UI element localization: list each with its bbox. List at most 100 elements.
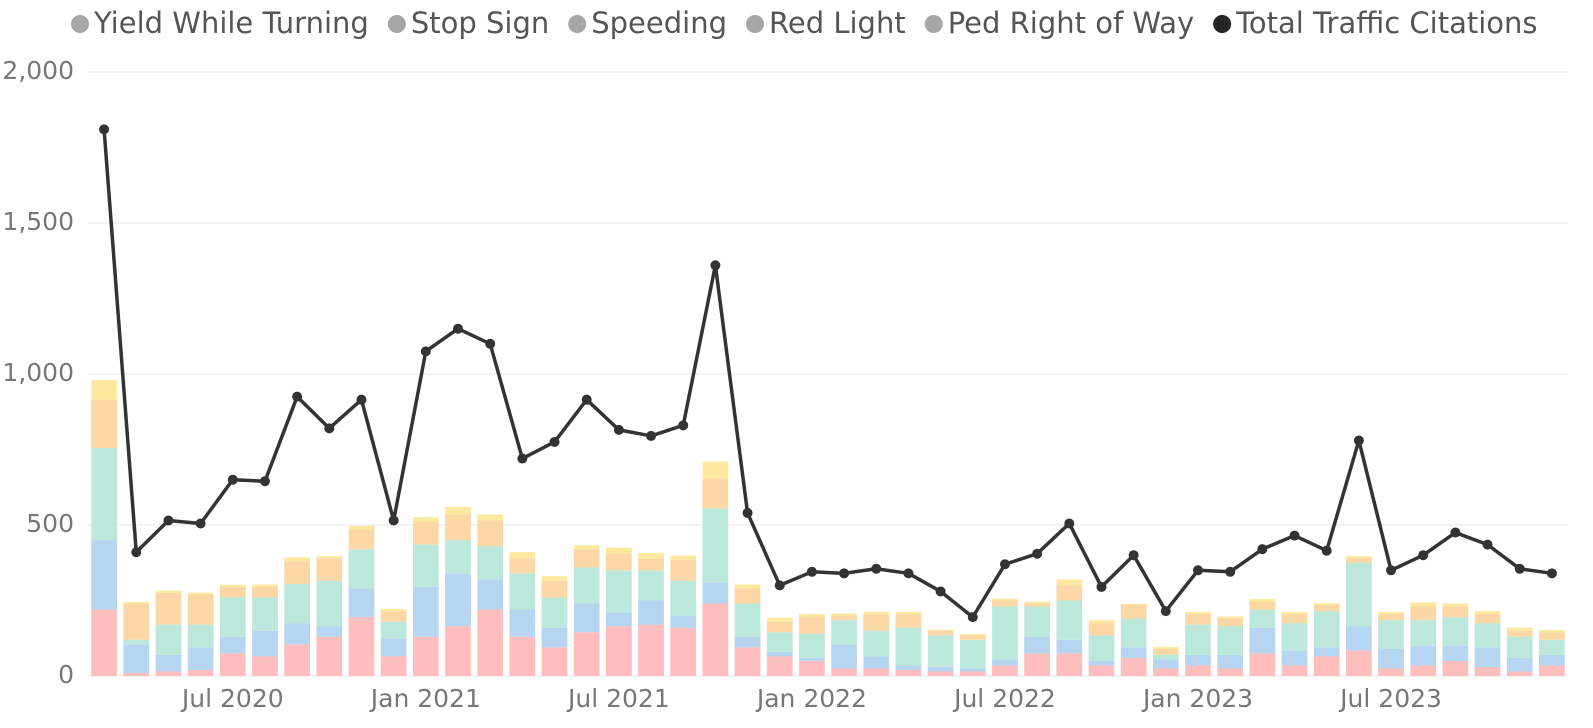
bar: [252, 630, 278, 657]
bar: [477, 514, 504, 521]
point: [806, 566, 817, 577]
bar: [992, 606, 1018, 660]
bar: [155, 654, 182, 672]
bar: [1474, 611, 1501, 615]
legend-marker: [1213, 15, 1232, 33]
bar: [831, 613, 857, 616]
bar: [1539, 665, 1565, 676]
bar: [1378, 614, 1404, 621]
bar: [380, 638, 407, 657]
bar: [1281, 623, 1308, 651]
bar: [959, 668, 986, 672]
bar: [766, 617, 793, 622]
x-tick-label: Jul 2020: [180, 684, 284, 713]
bar: [155, 624, 182, 655]
bar: [895, 611, 922, 615]
bar: [1410, 602, 1437, 607]
bar: [123, 603, 150, 640]
bar: [1313, 611, 1340, 648]
bar: [1024, 636, 1050, 654]
bar: [284, 561, 310, 584]
point: [227, 474, 238, 485]
bar: [702, 478, 729, 509]
bar: [1346, 558, 1372, 563]
bar: [831, 668, 857, 676]
point: [1386, 565, 1397, 576]
x-tick-label: Jul 2023: [1338, 684, 1442, 713]
bar-series: [91, 399, 1565, 655]
point: [613, 424, 624, 435]
bar: [1056, 639, 1083, 654]
legend-marker: [71, 15, 89, 33]
bar: [863, 630, 890, 657]
bar: [1506, 636, 1533, 658]
bar: [509, 552, 536, 559]
bar: [1539, 654, 1565, 666]
point: [1225, 566, 1236, 577]
bar: [316, 558, 343, 581]
point: [1514, 563, 1525, 574]
bar: [541, 576, 568, 581]
bar: [91, 380, 117, 400]
bar: [638, 558, 664, 571]
bar: [316, 580, 343, 627]
bar: [252, 656, 278, 676]
y-tick-label: 1,000: [2, 358, 74, 387]
bar: [766, 651, 793, 657]
bar: [1120, 605, 1147, 619]
bar: [1088, 660, 1115, 666]
bar: [1506, 671, 1533, 676]
bar: [541, 627, 568, 648]
bar: [1410, 645, 1437, 666]
bar: [1281, 611, 1308, 615]
point: [1032, 548, 1043, 559]
bar: [1152, 647, 1179, 649]
bar: [895, 614, 922, 628]
legend-label: Yield While Turning: [93, 6, 369, 40]
bar: [638, 570, 664, 601]
bar: [477, 579, 504, 610]
bar: [959, 671, 986, 676]
point: [710, 260, 721, 271]
bar: [992, 659, 1018, 666]
bar: [445, 626, 471, 676]
bar: [284, 623, 310, 645]
bar: [927, 671, 954, 676]
bar: [219, 597, 246, 637]
bar: [670, 615, 697, 628]
bar: [670, 555, 697, 560]
point: [1193, 565, 1203, 576]
point: [871, 563, 882, 574]
legend-marker: [387, 15, 406, 33]
bar: [1346, 556, 1372, 559]
bar: [1442, 660, 1469, 676]
bar: [1249, 609, 1276, 628]
bar: [1249, 602, 1276, 610]
bar: [123, 602, 150, 604]
bar: [1120, 657, 1147, 676]
point: [195, 518, 206, 529]
x-tick-label: Jan 2023: [1141, 684, 1253, 713]
bar: [670, 559, 697, 581]
bar-series: [91, 447, 1565, 669]
bar: [284, 644, 310, 676]
bar: [187, 592, 214, 595]
legend-label: Red Light: [769, 6, 906, 40]
bar: [1539, 632, 1565, 640]
bar: [1217, 626, 1244, 655]
bar: [1474, 614, 1501, 624]
bar: [1185, 654, 1211, 666]
point: [967, 612, 978, 623]
bar: [445, 514, 471, 541]
bar: [380, 656, 407, 676]
point: [935, 586, 946, 597]
bar: [734, 584, 761, 589]
bar: [992, 665, 1018, 676]
bar: [187, 669, 214, 676]
bar: [219, 653, 246, 676]
bar: [1281, 614, 1308, 624]
bar: [1120, 618, 1147, 648]
bar: [1313, 605, 1340, 612]
bar: [606, 553, 632, 571]
x-tick-label: Jan 2021: [369, 684, 481, 713]
